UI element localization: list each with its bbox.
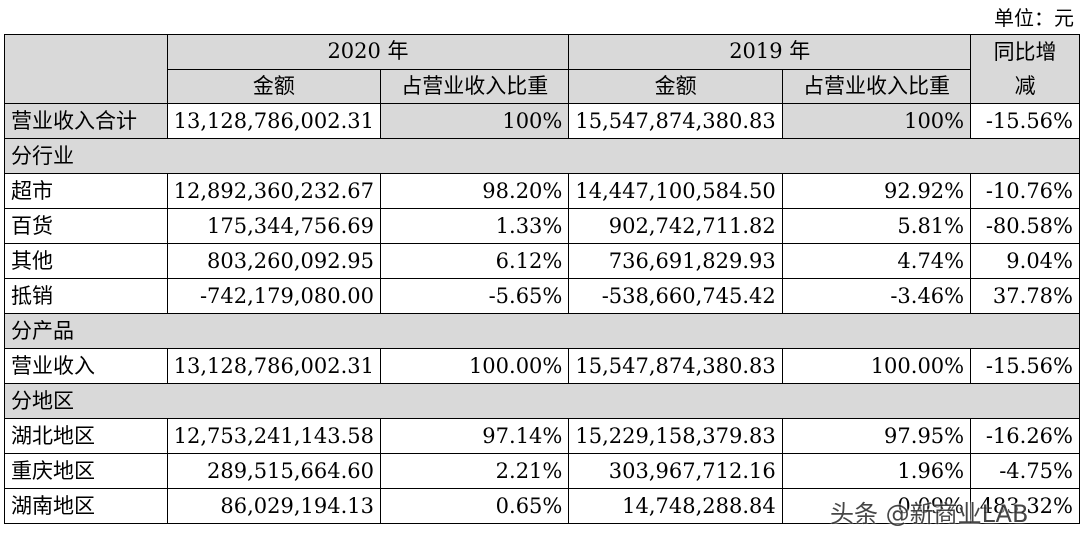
table-row: 其他 803,260,092.95 6.12% 736,691,829.93 4.74%… <box>4 243 1080 279</box>
ratio-2019-cell: 100% <box>781 103 972 139</box>
watermark: 头条 @新商业LAB <box>830 500 1029 528</box>
amount-2020-cell: 13,128,786,002.31 <box>166 103 382 139</box>
amount-2020-cell: 12,892,360,232.67 <box>166 173 382 209</box>
ratio-2020-cell: 100.00% <box>380 348 570 384</box>
header-amount-2020: 金额 <box>166 68 382 104</box>
yoy-cell: -80.58% <box>970 208 1080 244</box>
table-row: 湖南地区 86,029,194.13 0.65% 14,748,288.84 0.09%… <box>4 488 1080 524</box>
amount-2020-cell: 12,753,241,143.58 <box>166 418 382 454</box>
table-row: 百货 175,344,756.69 1.33% 902,742,711.82 5.81%… <box>4 208 1080 244</box>
header-2019: 2019 年 <box>568 34 972 70</box>
ratio-2020-cell: 98.20% <box>380 173 570 209</box>
section-row: 分行业 <box>4 138 1080 174</box>
amount-2020-cell: 803,260,092.95 <box>166 243 382 279</box>
table-row: 营业收入 13,128,786,002.31 100.00% 15,547,874,3… <box>4 348 1080 384</box>
header-corner-cell <box>4 34 168 104</box>
ratio-2020-cell: 0.65% <box>380 488 570 524</box>
ratio-2019-cell: 1.96% <box>781 453 972 489</box>
ratio-2020-cell: 2.21% <box>380 453 570 489</box>
table-row: 湖北地区 12,753,241,143.58 97.14% 15,229,158,37… <box>4 418 1080 454</box>
section-label: 分地区 <box>4 383 1080 419</box>
row-label: 抵销 <box>4 278 168 314</box>
table-row: 超市 12,892,360,232.67 98.20% 14,447,100,584.… <box>4 173 1080 209</box>
table-row: 重庆地区 289,515,664.60 2.21% 303,967,712.16 1.9… <box>4 453 1080 489</box>
yoy-cell: -10.76% <box>970 173 1080 209</box>
header-row-columns: 金额 占营业收入比重 金额 占营业收入比重 <box>5 68 1080 104</box>
row-label: 湖北地区 <box>4 418 168 454</box>
header-amount-2019: 金额 <box>568 68 783 104</box>
ratio-2020-cell: -5.65% <box>380 278 570 314</box>
row-label: 其他 <box>4 243 168 279</box>
unit-label: 单位：元 <box>994 6 1074 30</box>
row-label: 重庆地区 <box>4 453 168 489</box>
yoy-cell: -15.56% <box>970 103 1080 139</box>
ratio-2019-cell: 0.09% <box>781 488 972 524</box>
amount-2019-cell: 14,748,288.84 <box>568 488 783 524</box>
ratio-2020-cell: 6.12% <box>380 243 570 279</box>
ratio-2019-cell: -3.46% <box>781 278 972 314</box>
amount-2020-cell: 86,029,194.13 <box>166 488 382 524</box>
amount-2019-cell: 902,742,711.82 <box>568 208 783 244</box>
section-row: 分地区 <box>4 383 1080 419</box>
ratio-2020-cell: 1.33% <box>380 208 570 244</box>
yoy-cell: -16.26% <box>970 418 1080 454</box>
ratio-2019-cell: 100.00% <box>781 348 972 384</box>
yoy-cell: 483.32% <box>970 488 1080 524</box>
amount-2020-cell: -742,179,080.00 <box>166 278 382 314</box>
section-label: 分行业 <box>4 138 1080 174</box>
header-yoy: 同比增 减 <box>970 34 1080 104</box>
yoy-cell: -4.75% <box>970 453 1080 489</box>
row-label: 营业收入合计 <box>4 103 168 139</box>
ratio-2019-cell: 97.95% <box>781 418 972 454</box>
amount-2019-cell: -538,660,745.42 <box>568 278 783 314</box>
amount-2019-cell: 15,229,158,379.83 <box>568 418 783 454</box>
header-2020: 2020 年 <box>166 34 570 70</box>
ratio-2020-cell: 100% <box>380 103 570 139</box>
header-row-years: 2020 年 2019 年 同比增 减 <box>4 34 1080 104</box>
row-label: 湖南地区 <box>4 488 168 524</box>
yoy-cell: 37.78% <box>970 278 1080 314</box>
header-ratio-2020: 占营业收入比重 <box>380 68 570 104</box>
row-label: 百货 <box>4 208 168 244</box>
yoy-cell: 9.04% <box>970 243 1080 279</box>
amount-2019-cell: 14,447,100,584.50 <box>568 173 783 209</box>
amount-2019-cell: 303,967,712.16 <box>568 453 783 489</box>
section-label: 分产品 <box>4 313 1080 349</box>
table-row: 营业收入合计 13,128,786,002.31 100% 15,547,874,38… <box>4 103 1080 139</box>
revenue-table: 2020 年 2019 年 同比增 减 金额 占营业收入比重 金额 占营业收入比… <box>4 34 1080 524</box>
row-label: 超市 <box>4 173 168 209</box>
ratio-2019-cell: 4.74% <box>781 243 972 279</box>
table-row: 抵销 -742,179,080.00 -5.65% -538,660,745.42 -3… <box>4 278 1080 314</box>
row-label: 营业收入 <box>4 348 168 384</box>
section-row: 分产品 <box>4 313 1080 349</box>
amount-2020-cell: 289,515,664.60 <box>166 453 382 489</box>
ratio-2020-cell: 97.14% <box>380 418 570 454</box>
amount-2019-cell: 15,547,874,380.83 <box>568 103 783 139</box>
header-ratio-2019: 占营业收入比重 <box>781 68 972 104</box>
ratio-2019-cell: 5.81% <box>781 208 972 244</box>
amount-2020-cell: 175,344,756.69 <box>166 208 382 244</box>
amount-2019-cell: 736,691,829.93 <box>568 243 783 279</box>
ratio-2019-cell: 92.92% <box>781 173 972 209</box>
yoy-cell: -15.56% <box>970 348 1080 384</box>
amount-2019-cell: 15,547,874,380.83 <box>568 348 783 384</box>
amount-2020-cell: 13,128,786,002.31 <box>166 348 382 384</box>
